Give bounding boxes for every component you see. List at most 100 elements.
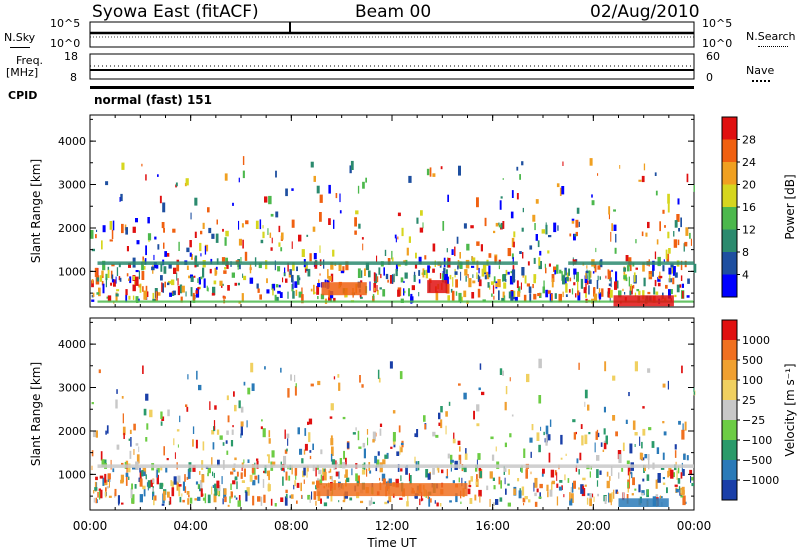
power-speckle	[219, 280, 223, 286]
power-speckle	[484, 275, 487, 280]
velocity-speckle	[476, 474, 478, 481]
power-speckle	[501, 297, 504, 302]
power-speckle	[264, 196, 268, 203]
velocity-speckle	[286, 433, 290, 439]
velocity-speckle	[116, 444, 120, 450]
velocity-speckle	[198, 384, 202, 391]
velocity-speckle	[174, 452, 176, 459]
velocity-speckle	[262, 428, 266, 438]
velocity-speckle	[604, 361, 607, 372]
power-speckle	[657, 277, 661, 282]
power-speckle	[537, 240, 540, 248]
velocity-speckle	[667, 470, 670, 478]
power-speckle	[204, 245, 207, 255]
power-colorbar-label: Power [dB]	[783, 174, 797, 239]
power-speckle	[278, 225, 281, 233]
freq-unit: [MHz]	[6, 66, 39, 79]
power-speckle	[693, 263, 697, 273]
power-speckle	[605, 275, 607, 279]
velocity-speckle	[143, 408, 147, 416]
velocity-speckle	[212, 484, 216, 488]
power-feature	[321, 282, 367, 296]
power-speckle	[380, 273, 382, 279]
power-speckle	[594, 263, 597, 273]
velocity-speckle	[249, 474, 253, 482]
velocity-speckle	[646, 474, 650, 481]
velocity-speckle	[489, 471, 493, 479]
velocity-speckle	[264, 465, 267, 474]
power-speckle	[292, 262, 295, 271]
power-speckle	[160, 263, 163, 272]
velocity-speckle	[463, 392, 467, 400]
power-speckle	[551, 274, 555, 282]
power-speckle	[677, 198, 680, 205]
velocity-speckle	[408, 473, 410, 482]
velocity-speckle	[95, 476, 98, 481]
power-speckle	[476, 272, 478, 279]
velocity-speckle	[136, 454, 140, 464]
velocity-speckle	[478, 387, 481, 391]
power-speckle	[418, 292, 420, 297]
velocity-colorbar-swatch	[722, 380, 737, 401]
velocity-speckle	[230, 483, 232, 490]
velocity-speckle	[244, 490, 247, 493]
power-speckle	[362, 243, 364, 251]
velocity-speckle	[425, 469, 429, 478]
velocity-speckle	[476, 459, 478, 469]
power-speckle	[319, 212, 322, 222]
velocity-speckle	[589, 493, 592, 500]
velocity-speckle	[511, 414, 514, 417]
power-speckle	[189, 252, 192, 257]
power-speckle	[101, 270, 104, 276]
velocity-speckle	[578, 362, 580, 370]
velocity-speckle	[312, 443, 314, 450]
velocity-speckle	[267, 484, 271, 492]
velocity-speckle	[121, 502, 124, 505]
power-speckle	[135, 296, 139, 302]
power-speckle	[510, 211, 514, 219]
power-speckle	[163, 242, 165, 249]
power-colorbar-tick: 20	[742, 179, 756, 192]
velocity-speckle	[530, 451, 532, 458]
velocity-speckle	[209, 401, 211, 410]
nsearch-tick-bottom: 10^0	[702, 37, 733, 50]
velocity-speckle	[122, 413, 124, 424]
power-speckle	[418, 270, 421, 276]
power-speckle	[378, 267, 381, 275]
velocity-speckle	[288, 475, 291, 481]
velocity-speckle	[663, 431, 667, 436]
velocity-ytick-label: 4000	[58, 338, 86, 351]
velocity-speckle	[166, 458, 169, 461]
power-speckle	[443, 267, 446, 278]
power-speckle	[354, 217, 357, 227]
velocity-speckle	[655, 479, 658, 489]
power-speckle	[107, 295, 112, 302]
power-speckle	[190, 212, 192, 220]
power-speckle	[597, 173, 599, 176]
velocity-speckle	[342, 416, 346, 420]
power-speckle	[668, 289, 671, 299]
velocity-speckle	[479, 495, 481, 503]
power-speckle	[200, 276, 203, 280]
power-speckle	[276, 296, 279, 301]
power-speckle	[466, 243, 470, 251]
velocity-speckle	[300, 482, 302, 492]
power-speckle	[99, 275, 103, 282]
power-speckle	[488, 265, 491, 275]
power-speckle	[543, 280, 545, 290]
power-speckle	[328, 184, 331, 194]
power-speckle	[147, 233, 152, 241]
velocity-speckle	[100, 451, 103, 461]
velocity-speckle	[331, 475, 333, 482]
power-speckle	[197, 278, 199, 283]
power-speckle	[598, 293, 602, 300]
velocity-speckle	[114, 488, 117, 497]
velocity-speckle	[224, 496, 227, 503]
power-speckle	[208, 227, 212, 234]
power-speckle	[519, 251, 522, 254]
power-ytick-label: 1000	[58, 265, 86, 278]
velocity-speckle	[92, 430, 97, 438]
velocity-speckle	[106, 486, 109, 489]
velocity-speckle	[631, 473, 633, 479]
power-speckle	[156, 264, 159, 269]
